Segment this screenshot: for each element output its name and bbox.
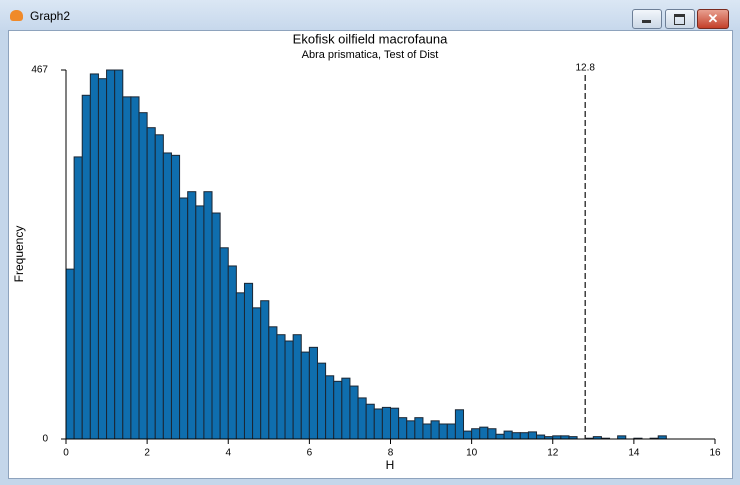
bar bbox=[97, 78, 108, 440]
x-axis-label: H bbox=[386, 458, 395, 472]
bar bbox=[81, 94, 91, 440]
x-tick-label: 16 bbox=[709, 448, 721, 459]
chart-title: Ekofisk oilfield macrofauna bbox=[293, 31, 448, 46]
bar bbox=[235, 292, 245, 440]
bar bbox=[154, 134, 164, 440]
bar bbox=[398, 417, 408, 440]
bar bbox=[390, 407, 400, 440]
bar bbox=[503, 430, 513, 440]
bar bbox=[454, 409, 465, 440]
bar bbox=[211, 212, 221, 440]
bar bbox=[381, 406, 392, 440]
bar bbox=[438, 423, 448, 440]
chart-subtitle: Abra prismatica, Test of Dist bbox=[302, 49, 439, 61]
bar bbox=[406, 420, 416, 440]
bar bbox=[243, 282, 254, 440]
bar bbox=[333, 380, 343, 440]
bar bbox=[252, 307, 262, 440]
x-tick-label: 2 bbox=[144, 448, 150, 459]
app-icon bbox=[10, 10, 23, 21]
bar bbox=[422, 423, 432, 440]
bar bbox=[414, 417, 424, 440]
bar bbox=[219, 247, 229, 440]
y-tick-label: 467 bbox=[31, 65, 48, 76]
bar bbox=[130, 96, 140, 440]
bar bbox=[260, 300, 270, 440]
bar bbox=[300, 351, 310, 440]
bar bbox=[122, 96, 132, 440]
bar bbox=[511, 432, 521, 440]
bar bbox=[138, 112, 148, 440]
bar bbox=[162, 152, 172, 440]
title-bar: Graph2 ✕ bbox=[0, 0, 740, 30]
y-axis-label: Frequency bbox=[12, 226, 26, 283]
bar bbox=[268, 326, 278, 440]
x-tick-label: 8 bbox=[388, 448, 394, 459]
bar bbox=[65, 268, 75, 440]
bar bbox=[316, 362, 327, 440]
bar bbox=[187, 191, 197, 440]
x-tick-label: 10 bbox=[466, 448, 478, 459]
close-button[interactable]: ✕ bbox=[697, 9, 729, 29]
bar bbox=[471, 428, 481, 440]
x-tick-label: 12 bbox=[547, 448, 559, 459]
x-tick-label: 0 bbox=[63, 448, 69, 459]
maximize-button[interactable] bbox=[665, 9, 695, 29]
bar bbox=[446, 423, 456, 440]
bar bbox=[114, 69, 124, 440]
bar bbox=[365, 403, 375, 440]
bar bbox=[430, 420, 440, 440]
bar bbox=[195, 205, 205, 440]
bar bbox=[536, 434, 546, 440]
window-title: Graph2 bbox=[30, 9, 71, 23]
bar bbox=[495, 433, 505, 440]
y-tick-label: 0 bbox=[42, 434, 48, 445]
bar bbox=[146, 127, 156, 440]
bar bbox=[479, 426, 489, 440]
bar bbox=[349, 385, 359, 440]
bar bbox=[73, 156, 83, 440]
bar bbox=[519, 432, 529, 440]
bar bbox=[527, 431, 538, 440]
bar bbox=[170, 154, 181, 440]
bar bbox=[106, 69, 116, 440]
bar bbox=[292, 334, 302, 440]
marker-label: 12.8 bbox=[575, 63, 595, 74]
bar bbox=[341, 377, 351, 440]
bar bbox=[487, 428, 497, 440]
bar bbox=[463, 430, 473, 440]
bar bbox=[89, 73, 99, 440]
minimize-button[interactable] bbox=[632, 9, 662, 29]
bar bbox=[308, 346, 318, 440]
x-tick-label: 14 bbox=[628, 448, 640, 459]
bar bbox=[276, 334, 286, 440]
x-tick-label: 4 bbox=[225, 448, 231, 459]
bar bbox=[227, 265, 237, 440]
bar bbox=[325, 375, 335, 440]
bar bbox=[373, 408, 383, 440]
bar bbox=[179, 197, 189, 440]
x-tick-label: 6 bbox=[307, 448, 313, 459]
bar bbox=[284, 340, 294, 440]
bar bbox=[357, 397, 367, 440]
bar bbox=[203, 191, 213, 440]
